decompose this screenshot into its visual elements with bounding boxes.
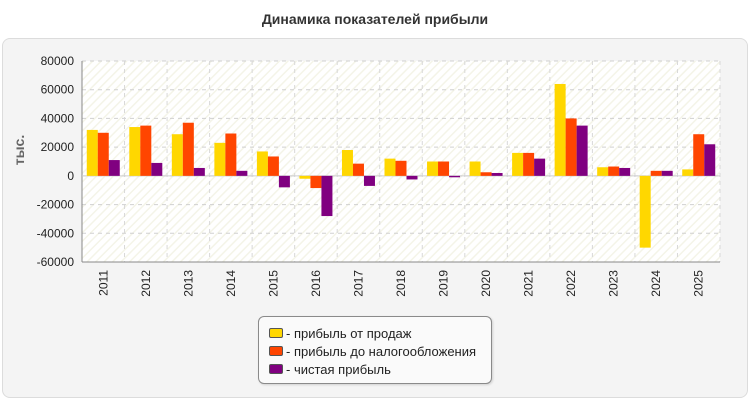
legend-swatch-net — [269, 364, 283, 374]
bar-2018-series-0 — [384, 158, 396, 176]
y-tick-label: 0 — [67, 169, 74, 183]
bar-2023-series-0 — [597, 167, 609, 176]
bar-2021-series-1 — [523, 152, 535, 176]
bar-2023-series-1 — [608, 166, 620, 176]
bar-2013-series-2 — [193, 167, 205, 176]
bar-2020-series-1 — [480, 172, 492, 176]
y-tick-label: 40000 — [41, 111, 75, 125]
bar-2011-series-0 — [86, 129, 98, 176]
legend-item-pretax: - прибыль до налогообложения — [269, 343, 476, 359]
bar-2024-series-1 — [650, 170, 662, 176]
bars — [86, 83, 716, 248]
legend-item-sales: - прибыль от продаж — [269, 325, 411, 341]
bar-2012-series-2 — [151, 162, 163, 176]
x-tick-label: 2018 — [394, 270, 408, 297]
x-tick-label: 2022 — [564, 270, 578, 297]
y-tick-label: -20000 — [37, 198, 75, 212]
bar-2013-series-0 — [171, 134, 183, 176]
bar-2017-series-2 — [363, 175, 375, 186]
bar-2015-series-0 — [256, 151, 268, 176]
x-tick-label: 2015 — [266, 270, 280, 297]
y-tick-label: -40000 — [37, 226, 75, 240]
bar-2022-series-2 — [576, 125, 588, 176]
bar-2017-series-0 — [341, 150, 353, 176]
x-tick-label: 2023 — [607, 270, 621, 297]
x-tick-label: 2014 — [224, 270, 238, 297]
bar-2020-series-2 — [491, 172, 503, 176]
bar-2018-series-1 — [395, 160, 407, 176]
bar-2014-series-1 — [225, 133, 237, 176]
bar-2012-series-1 — [140, 125, 152, 176]
x-tick-label: 2019 — [437, 270, 451, 297]
x-tick-label: 2016 — [309, 270, 323, 297]
bar-2016-series-2 — [321, 175, 333, 217]
bar-2011-series-2 — [108, 160, 120, 176]
bar-2019-series-2 — [449, 175, 461, 178]
x-tick-label: 2024 — [649, 270, 663, 297]
legend-label-pretax: - прибыль до налогообложения — [286, 343, 477, 359]
bar-2019-series-1 — [438, 161, 450, 176]
bar-2019-series-0 — [427, 161, 439, 176]
x-tick-label: 2012 — [139, 270, 153, 297]
bar-2022-series-1 — [565, 118, 577, 176]
y-axis-label: тыс. — [11, 135, 27, 166]
bar-2022-series-0 — [554, 83, 566, 176]
bar-2014-series-2 — [236, 170, 248, 176]
legend-swatch-sales — [269, 328, 283, 338]
x-tick-label: 2017 — [351, 270, 365, 297]
legend: - прибыль от продаж - прибыль до налогоо… — [258, 316, 492, 384]
x-tick-label: 2013 — [181, 270, 195, 297]
y-tick-label: -60000 — [37, 255, 75, 269]
bar-2014-series-0 — [214, 142, 226, 176]
bar-2015-series-1 — [267, 156, 279, 176]
bar-2025-series-1 — [693, 134, 705, 176]
x-tick-label: 2011 — [96, 270, 110, 296]
y-tick-label: 60000 — [41, 83, 75, 97]
bar-2024-series-2 — [661, 170, 673, 176]
bar-2012-series-0 — [129, 127, 141, 176]
bar-2021-series-0 — [512, 152, 524, 176]
bar-2018-series-2 — [406, 175, 418, 180]
bar-2011-series-1 — [97, 132, 109, 176]
bar-2013-series-1 — [182, 122, 194, 176]
bar-2020-series-0 — [469, 161, 481, 176]
bar-2024-series-0 — [639, 175, 651, 248]
bar-2016-series-1 — [310, 175, 322, 189]
bar-2016-series-0 — [299, 175, 311, 179]
x-tick-label: 2021 — [522, 270, 536, 297]
y-tick-label: 80000 — [41, 54, 75, 68]
bar-2023-series-2 — [619, 167, 631, 176]
legend-label-net: - чистая прибыль — [286, 361, 391, 377]
x-tick-label: 2020 — [479, 270, 493, 297]
bar-2025-series-0 — [682, 169, 694, 176]
y-tick-labels: 80000 60000 40000 20000 0 -20000 -40000 -60000 — [37, 54, 75, 269]
legend-item-net: - чистая прибыль — [269, 361, 391, 377]
x-tick-labels: 2011 2012 2013 2014 2015 2016 2017 2018 2019 2020… — [96, 270, 705, 297]
legend-label-sales: - прибыль от продаж — [286, 325, 412, 341]
bar-2025-series-2 — [704, 144, 716, 176]
bar-2021-series-2 — [534, 158, 546, 176]
bar-2017-series-1 — [352, 163, 364, 176]
x-tick-label: 2025 — [692, 270, 706, 297]
bar-2015-series-2 — [278, 175, 290, 188]
y-tick-label: 20000 — [41, 140, 75, 154]
legend-swatch-pretax — [269, 346, 283, 356]
chart-title: Динамика показателей прибыли — [261, 11, 489, 27]
